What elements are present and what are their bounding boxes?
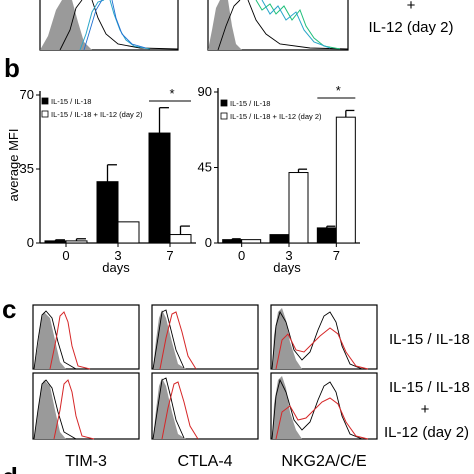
legend-label: IL-15 / IL-18	[51, 97, 91, 106]
bar	[269, 234, 290, 244]
panel-c-letter: c	[2, 294, 16, 324]
marker-label-tim3: TIM-3	[65, 453, 107, 470]
y-tick-label: 35	[20, 161, 34, 176]
x-tick-label: 3	[285, 248, 292, 263]
bar-chart-right: 0 45 90 0 3 7 * days IL-15 / IL-18 IL-15 / IL-18 …	[198, 83, 360, 275]
panel-d-letter: d	[2, 462, 18, 474]
x-tick-label: 0	[238, 248, 245, 263]
y-tick-label: 0	[27, 235, 34, 250]
bar	[117, 221, 140, 244]
row1-condition: IL-15 / IL-18	[389, 331, 470, 348]
bar	[222, 239, 243, 244]
y-tick-label: 90	[198, 84, 212, 99]
x-tick-label: 7	[333, 248, 340, 263]
bar	[44, 240, 67, 244]
bar	[288, 172, 309, 244]
marker-label-nkg2a: NKG2A/C/E	[281, 453, 366, 470]
row2-condition-line1: IL-15 / IL-18	[389, 379, 470, 396]
bar	[148, 132, 171, 244]
bar-chart-left: 0 35 70 0 3 7 * days IL-15 / IL-18 IL-15 / IL-18 …	[20, 86, 196, 275]
panel-a-condition: IL-12 (day 2)	[368, 19, 453, 36]
bar	[335, 116, 356, 244]
x-axis-label: days	[273, 260, 301, 275]
panel-c-histograms	[32, 304, 378, 440]
panel-b-ylabel: average MFI	[6, 129, 21, 202]
row2-condition-line3: IL-12 (day 2)	[384, 424, 469, 441]
bar	[316, 227, 337, 244]
histogram-ctla4-row1	[151, 304, 259, 370]
y-tick-label: 0	[205, 235, 212, 250]
histogram-nkg2a-row2	[270, 372, 378, 440]
legend-swatch	[220, 112, 228, 120]
significance-star: *	[336, 83, 341, 98]
significance-star: *	[169, 86, 174, 101]
x-axis-label: days	[102, 260, 130, 275]
legend-label: IL-15 / IL-18 + IL-12 (day 2)	[230, 112, 322, 121]
row2-condition-line2: +	[421, 401, 430, 418]
legend-label: IL-15 / IL-18 + IL-12 (day 2)	[51, 110, 143, 119]
x-tick-label: 7	[166, 248, 173, 263]
legend-swatch	[220, 99, 228, 107]
y-tick-label: 70	[20, 87, 34, 102]
panel-a-plus: +	[407, 0, 416, 14]
legend-swatch	[41, 110, 49, 118]
x-tick-label: 0	[62, 248, 69, 263]
legend-swatch	[41, 97, 49, 105]
histogram-tim3-row1	[32, 304, 140, 370]
x-tick-label: 3	[114, 248, 121, 263]
bar	[96, 181, 119, 244]
marker-label-ctla4: CTLA-4	[177, 453, 232, 470]
histogram-nkg2a-row1	[270, 304, 378, 370]
panel-a: + IL-12 (day 2)	[39, 0, 454, 51]
panel-a-histogram-left	[39, 0, 179, 51]
legend-label: IL-15 / IL-18	[230, 99, 270, 108]
panel-a-histogram-right	[207, 0, 349, 51]
bar	[65, 240, 88, 244]
panel-b-letter: b	[4, 53, 20, 83]
histogram-ctla4-row2	[151, 372, 259, 440]
bar	[169, 234, 192, 244]
bar	[241, 239, 262, 244]
y-tick-label: 45	[198, 160, 212, 175]
histogram-tim3-row2	[32, 372, 140, 440]
